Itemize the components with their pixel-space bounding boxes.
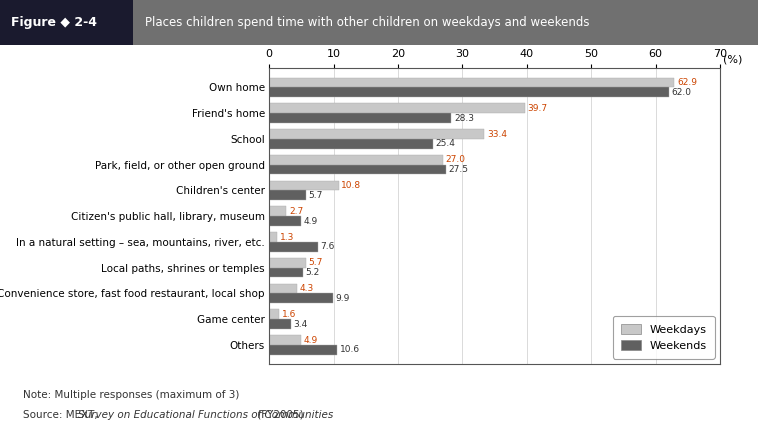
Bar [269,345,337,355]
Text: 5.2: 5.2 [305,268,319,277]
Text: 25.4: 25.4 [435,139,456,148]
Bar [269,87,669,97]
Text: 27.0: 27.0 [446,155,465,164]
Bar [269,155,443,165]
Bar [269,216,301,226]
Text: 4.3: 4.3 [299,284,314,293]
Bar [269,284,297,294]
Text: 3.4: 3.4 [293,320,308,328]
Text: 1.3: 1.3 [280,233,294,242]
Text: (FY2005): (FY2005) [254,410,303,420]
Text: 4.9: 4.9 [303,216,318,226]
Text: 5.7: 5.7 [309,191,323,200]
Text: (%): (%) [723,54,743,64]
Bar [269,207,287,216]
Text: 10.6: 10.6 [340,345,360,354]
Text: 27.5: 27.5 [449,165,469,174]
Bar [269,190,305,200]
Text: 4.9: 4.9 [303,336,318,345]
Bar [269,113,452,123]
Text: 28.3: 28.3 [454,114,474,123]
Text: 5.7: 5.7 [309,258,323,267]
Text: 33.4: 33.4 [487,130,507,138]
Text: Source: MEXT,: Source: MEXT, [23,410,101,420]
Legend: Weekdays, Weekends: Weekdays, Weekends [613,316,715,359]
Bar [269,309,280,319]
Bar [269,139,433,149]
Text: Figure ◆ 2-4: Figure ◆ 2-4 [11,16,96,29]
Bar [269,242,318,252]
Bar [269,165,446,175]
Text: 62.9: 62.9 [677,78,697,87]
Text: Survey on Educational Functions of Communities: Survey on Educational Functions of Commu… [78,410,334,420]
Text: 10.8: 10.8 [341,181,362,190]
Bar [269,232,277,242]
Text: 7.6: 7.6 [321,242,335,251]
Bar [269,104,525,113]
Bar [269,258,305,268]
Text: 62.0: 62.0 [671,88,691,97]
Bar [269,129,484,139]
Bar [269,335,301,345]
Text: 1.6: 1.6 [282,310,296,319]
Bar [269,319,291,329]
Bar [269,181,339,190]
Text: Places children spend time with other children on weekdays and weekends: Places children spend time with other ch… [146,16,590,29]
Text: Note: Multiple responses (maximum of 3): Note: Multiple responses (maximum of 3) [23,390,239,400]
Text: 2.7: 2.7 [289,207,303,216]
Bar [269,268,302,277]
Bar [269,78,675,87]
Text: 9.9: 9.9 [336,294,350,303]
Bar [269,294,333,303]
Text: 39.7: 39.7 [528,104,547,113]
